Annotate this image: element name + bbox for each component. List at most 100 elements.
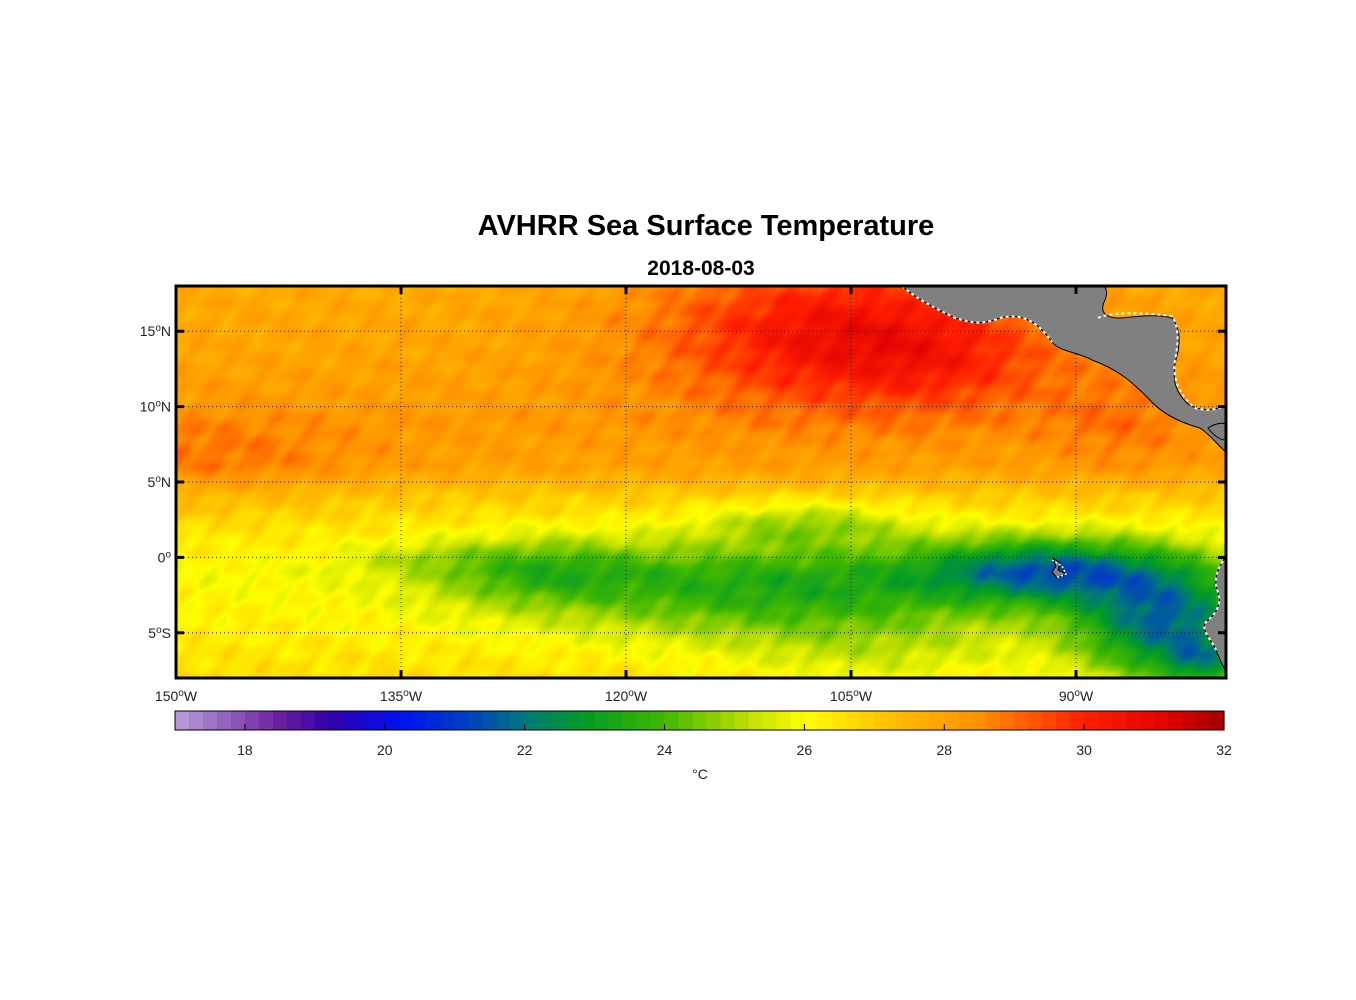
colorbar-cell <box>958 711 973 730</box>
colorbar-cell <box>286 711 302 730</box>
x-tick-label: 150oW <box>155 688 198 705</box>
colorbar-cell <box>454 711 470 730</box>
colorbar-cell <box>594 711 610 730</box>
colorbar-ticks: 18 20 22 24 26 28 30 32 <box>237 724 1232 758</box>
colorbar-cell <box>622 711 638 730</box>
colorbar-cell <box>678 711 694 730</box>
colorbar-tick-label: 30 <box>1076 742 1092 758</box>
colorbar-cell <box>1140 711 1155 730</box>
colorbar-cell <box>510 711 526 730</box>
colorbar-cell <box>762 711 778 730</box>
chart-title: AVHRR Sea Surface Temperature <box>478 210 935 242</box>
colorbar-cell <box>1028 711 1043 730</box>
colorbar-cell <box>412 711 428 730</box>
colorbar-cell <box>1042 711 1057 730</box>
x-tick-label: 135oW <box>380 688 423 705</box>
colorbar-cell <box>706 711 722 730</box>
colorbar-cell <box>902 711 917 730</box>
colorbar-cell <box>1210 711 1225 730</box>
colorbar-cell <box>384 711 400 730</box>
colorbar-cell <box>832 711 847 730</box>
map-area <box>176 286 1226 678</box>
colorbar-cell <box>244 711 260 730</box>
colorbar-cell <box>790 711 805 730</box>
colorbar-cell <box>188 711 204 730</box>
colorbar-cell <box>1056 711 1071 730</box>
colorbar-cell <box>216 711 232 730</box>
colorbar-cell <box>776 711 792 730</box>
colorbar-cell <box>230 711 246 730</box>
colorbar-tick-label: 24 <box>657 742 673 758</box>
colorbar-cell <box>1154 711 1169 730</box>
y-tick-label: 10oN <box>140 398 171 415</box>
colorbar-cell <box>468 711 484 730</box>
yucatan-coast-dashes <box>1097 312 1226 411</box>
colorbar-cell <box>860 711 875 730</box>
y-tick-label: 5oS <box>148 624 171 641</box>
colorbar-cell <box>818 711 833 730</box>
chart-subtitle: 2018-08-03 <box>647 257 754 280</box>
colorbar-cell <box>426 711 442 730</box>
colorbar-tick-label: 28 <box>936 742 952 758</box>
axis-ticks: 150oW 135oW 120oW 105oW 90oW 15oN 10oN 5oN 0o 5oS <box>140 286 1226 704</box>
land-layer <box>901 286 1226 673</box>
y-tick-label: 5oN <box>148 474 171 491</box>
colorbar-cell <box>580 711 596 730</box>
colorbar-cell <box>804 711 819 730</box>
colorbar: 18 20 22 24 26 28 30 32 °C <box>174 710 1232 782</box>
colorbar-cell <box>440 711 456 730</box>
colorbar-cell <box>342 711 358 730</box>
colorbar-tick-label: 20 <box>377 742 393 758</box>
colorbar-cell <box>664 711 680 730</box>
colorbar-tick-label: 18 <box>237 742 253 758</box>
panama-landmass <box>1207 422 1226 441</box>
colorbar-cell <box>328 711 344 730</box>
colorbar-cell <box>1126 711 1141 730</box>
colorbar-cell <box>566 711 582 730</box>
colorbar-cell <box>888 711 903 730</box>
colorbar-cell <box>314 711 330 730</box>
colorbar-cell <box>300 711 316 730</box>
colorbar-cell <box>1182 711 1197 730</box>
x-tick-label: 120oW <box>605 688 648 705</box>
colorbar-cell <box>1014 711 1029 730</box>
colorbar-cell <box>692 711 708 730</box>
colorbar-cell <box>846 711 861 730</box>
colorbar-cell <box>1000 711 1015 730</box>
colorbar-cell <box>398 711 414 730</box>
galapagos-coast-dashes <box>1051 559 1068 579</box>
colorbar-cell <box>930 711 945 730</box>
colorbar-unit-label: °C <box>692 766 708 782</box>
mexico-coast-dashes <box>901 286 1053 343</box>
colorbar-cell <box>944 711 959 730</box>
colorbar-cell <box>524 711 540 730</box>
colorbar-cell <box>1196 711 1211 730</box>
colorbar-cell <box>538 711 554 730</box>
x-tick-label: 90oW <box>1059 688 1094 705</box>
colorbar-cell <box>748 711 764 730</box>
central-america-landmass <box>901 286 1226 453</box>
colorbar-cell <box>986 711 1001 730</box>
colorbar-cell <box>272 711 288 730</box>
colorbar-cell <box>734 711 750 730</box>
colorbar-cell <box>874 711 889 730</box>
colorbar-cells <box>175 711 1225 730</box>
colorbar-cell <box>1084 711 1099 730</box>
colorbar-cell <box>482 711 498 730</box>
colorbar-cell <box>1168 711 1183 730</box>
colorbar-cell <box>1070 711 1085 730</box>
colorbar-tick-label: 26 <box>797 742 813 758</box>
colorbar-cell <box>608 711 624 730</box>
colorbar-frame <box>174 710 1225 731</box>
colorbar-cell <box>370 711 386 730</box>
colorbar-cell <box>972 711 987 730</box>
colorbar-cell <box>356 711 372 730</box>
y-tick-label: 0o <box>158 549 172 566</box>
colorbar-cell <box>175 711 190 730</box>
colorbar-cell <box>1098 711 1113 730</box>
colorbar-cell <box>496 711 512 730</box>
colorbar-cell <box>720 711 736 730</box>
colorbar-cell <box>1112 711 1127 730</box>
colorbar-cell <box>636 711 652 730</box>
